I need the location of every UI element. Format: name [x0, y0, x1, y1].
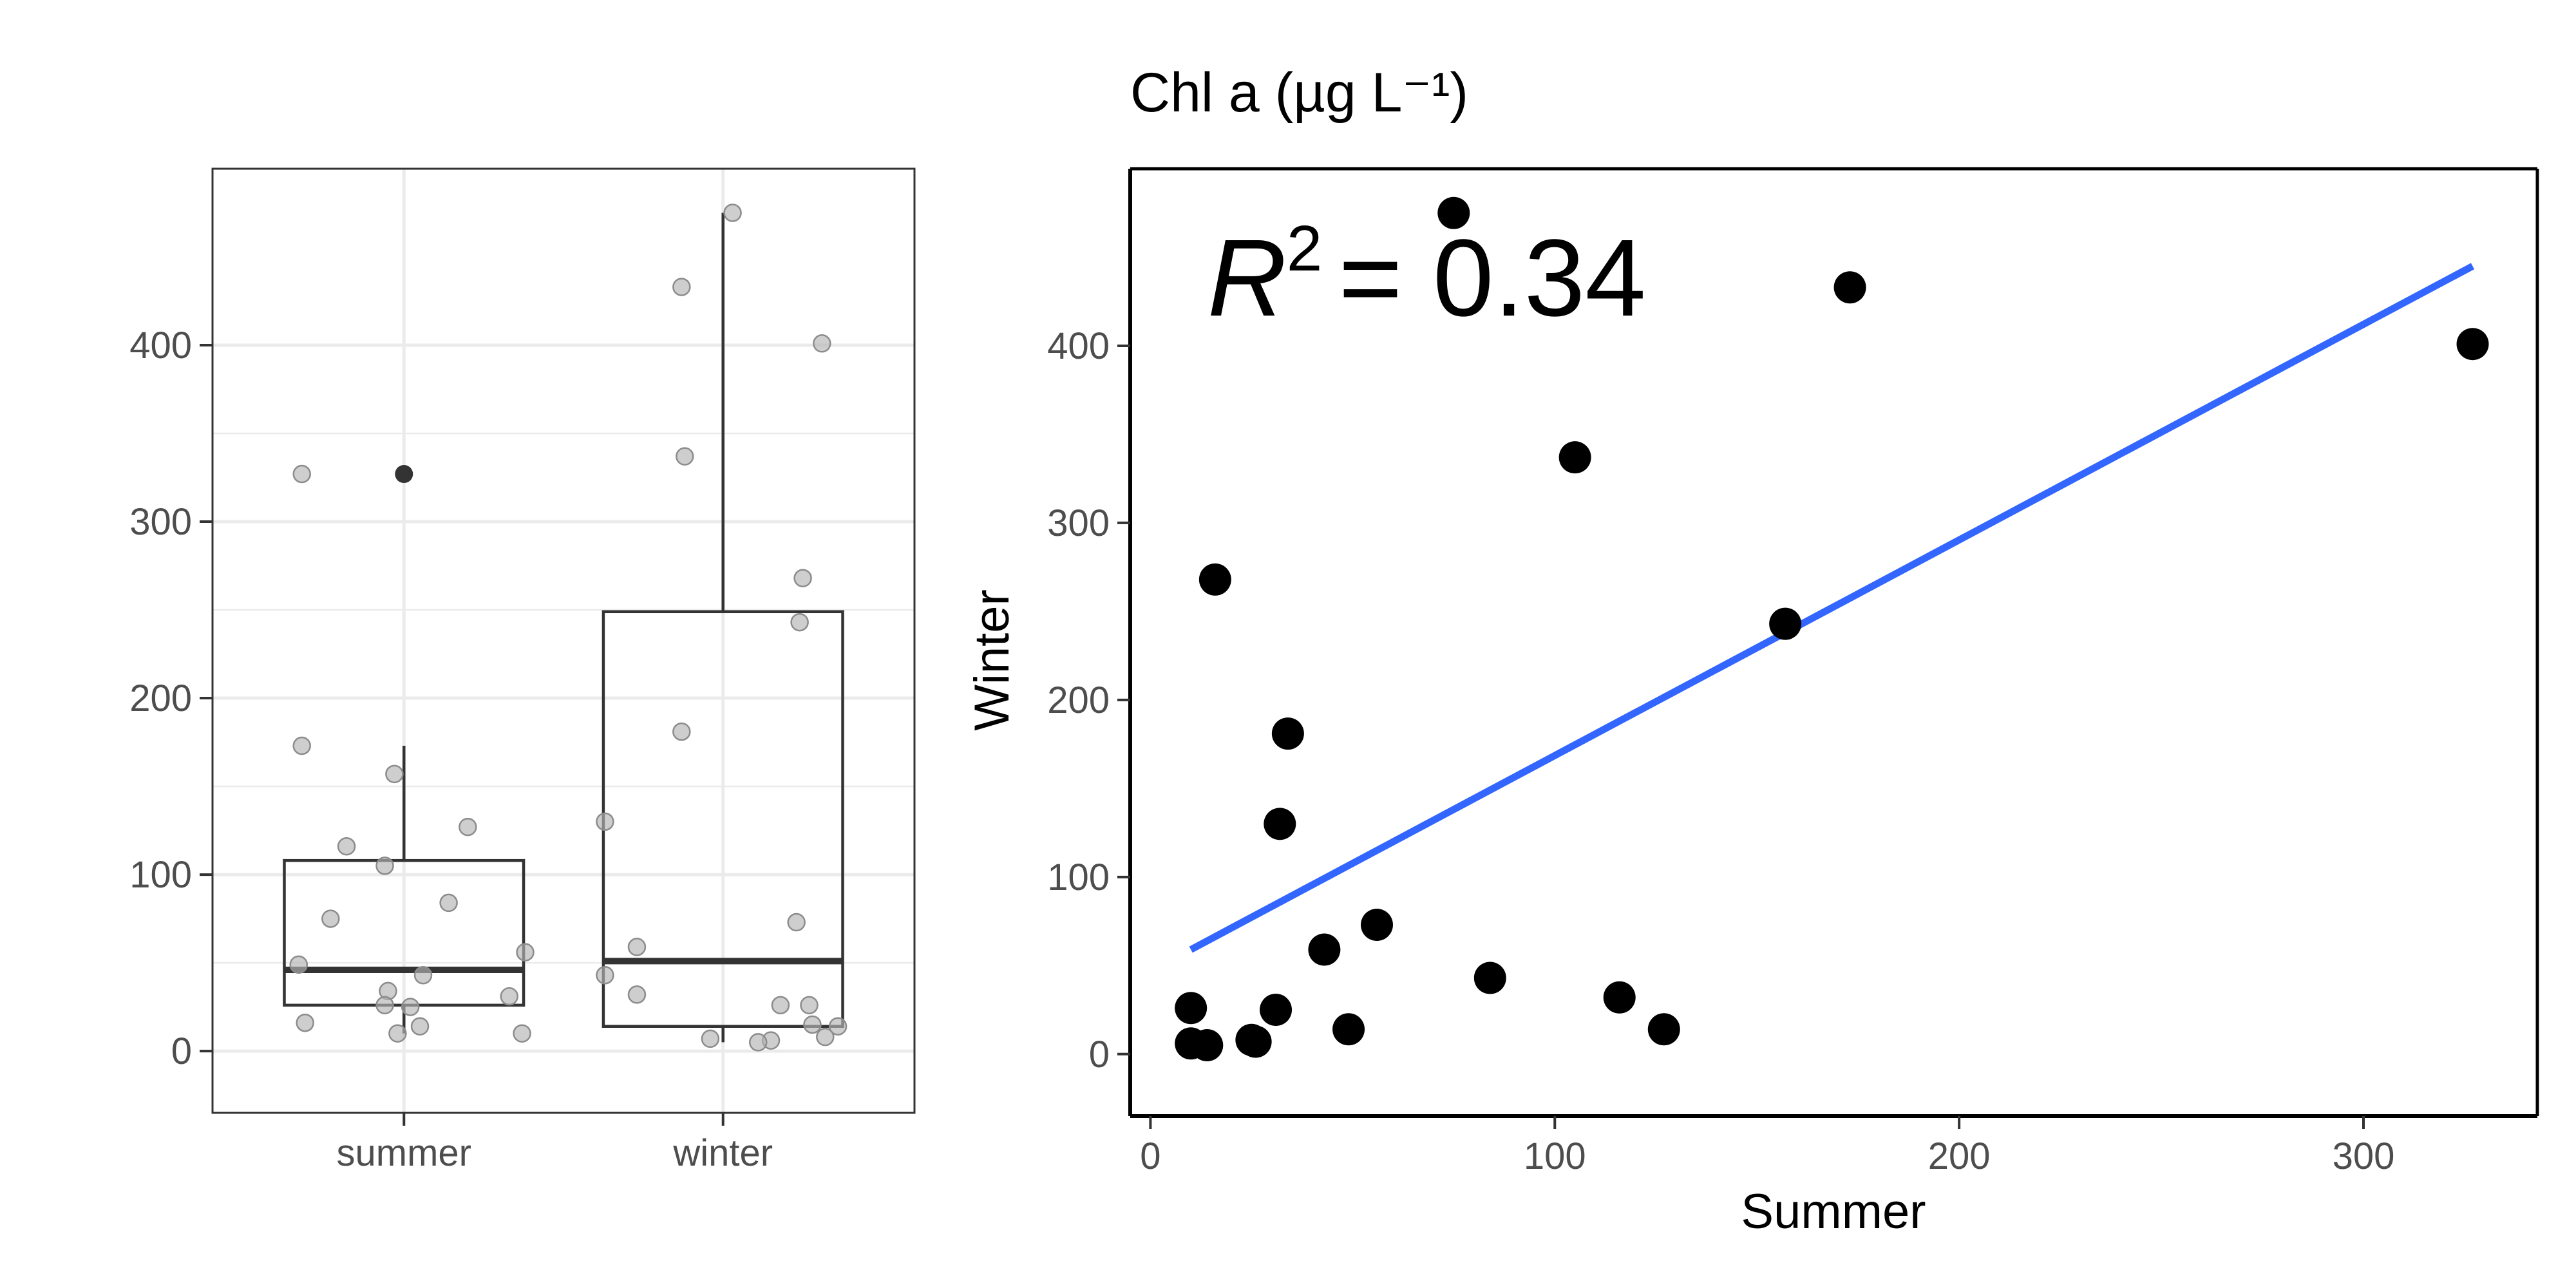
jitter-point: [513, 1024, 531, 1043]
r-squared-value: = 0.34: [1338, 217, 1645, 339]
scatter-x-axis: 0 100 200 300: [1140, 1116, 2394, 1177]
scatter-point: [1603, 981, 1636, 1014]
scatter-point: [1191, 1029, 1224, 1062]
jitter-point: [459, 817, 477, 837]
boxplot-y-tick-label: 0: [171, 1030, 192, 1072]
box-iqr-summer: [283, 858, 526, 1007]
scatter-x-tick-label: 200: [1928, 1135, 1991, 1177]
jitter-point: [375, 857, 394, 875]
jitter-point: [672, 722, 691, 741]
scatter-x-tick-label: 0: [1140, 1135, 1160, 1177]
jitter-point: [787, 913, 806, 932]
jitter-point: [828, 1017, 848, 1036]
r-squared-annotation: R2 = 0.34: [1208, 213, 1646, 339]
boxplot-y-tick-label: 300: [129, 501, 192, 543]
jitter-point: [410, 1017, 430, 1036]
scatter-y-tick-label: 0: [1089, 1034, 1110, 1075]
r-squared-symbol: R: [1208, 217, 1287, 339]
regression-line: [1189, 263, 2475, 953]
boxplot-panel-background: [213, 169, 914, 1113]
boxplot-panel: 0 100 200 300 400 summer winter: [129, 167, 916, 1174]
jitter-point: [516, 943, 535, 961]
scatter-point: [1332, 1013, 1365, 1046]
jitter-point: [723, 204, 742, 222]
jitter-point: [401, 998, 420, 1016]
jitter-point: [627, 938, 647, 956]
scatter-point: [1473, 961, 1506, 994]
scatter-title: Chl a (µg L⁻¹): [1130, 62, 1468, 124]
jitter-point: [672, 278, 691, 296]
scatter-points: [1175, 196, 2489, 1062]
scatter-x-tick-label: 300: [2333, 1135, 2395, 1177]
boxplot-x-axis: summer winter: [337, 1113, 773, 1174]
boxplot-x-tick-label: summer: [337, 1132, 471, 1174]
jitter-point: [816, 1027, 835, 1046]
scatter-y-tick-label: 300: [1047, 502, 1110, 544]
jitter-point: [627, 985, 647, 1004]
jitter-point: [337, 837, 356, 856]
jitter-point: [701, 1029, 720, 1048]
scatter-fit-line-group: [1189, 263, 2475, 953]
boxplot-y-tick-label: 400: [129, 325, 192, 366]
jitter-point: [289, 955, 308, 974]
jitter-point: [385, 764, 404, 784]
scatter-point: [1260, 994, 1293, 1027]
scatter-axes-lines: [1128, 167, 2539, 1118]
scatter-point: [1361, 909, 1394, 942]
jitter-point: [748, 1033, 768, 1052]
scatter-point: [1769, 607, 1802, 640]
jitter-point: [596, 966, 614, 985]
jitter-point: [793, 569, 812, 587]
jitter-point: [596, 812, 614, 831]
boxplot-jitter-points: [289, 204, 848, 1052]
jitter-point: [500, 987, 519, 1006]
jitter-point: [800, 996, 819, 1015]
scatter-point: [1437, 196, 1470, 229]
jitter-point: [813, 334, 831, 353]
box-outlier-point: [395, 465, 413, 484]
boxplot-y-tick-label: 200: [129, 677, 192, 719]
r-squared-exponent: 2: [1287, 213, 1323, 285]
scatter-y-tick-label: 200: [1047, 679, 1110, 721]
scatter-point: [2456, 328, 2489, 361]
boxplot-y-tick-label: 100: [129, 854, 192, 896]
jitter-point: [321, 909, 340, 928]
boxplot-panel-border: [211, 167, 916, 1114]
jitter-point: [439, 893, 458, 913]
jitter-point: [413, 966, 433, 985]
jitter-point: [375, 996, 394, 1015]
scatter-point: [1264, 808, 1296, 840]
scatter-point: [1308, 933, 1341, 966]
jitter-point: [790, 612, 809, 632]
scatter-point: [1833, 271, 1866, 304]
scatter-y-axis: 0 100 200 300 400: [1047, 325, 1130, 1075]
scatter-point: [1647, 1013, 1680, 1046]
scatter-point: [1239, 1025, 1272, 1058]
jitter-point: [676, 447, 694, 466]
scatter-x-axis-label: Summer: [1741, 1184, 1926, 1239]
scatter-point: [1175, 992, 1208, 1025]
scatter-y-tick-label: 100: [1047, 857, 1110, 898]
boxplot-x-tick-label: winter: [672, 1132, 773, 1174]
jitter-point: [292, 464, 311, 484]
jitter-point: [388, 1024, 407, 1043]
scatter-x-tick-label: 100: [1524, 1135, 1586, 1177]
scatter-y-axis-label: Winter: [965, 589, 1019, 731]
jitter-point: [296, 1014, 314, 1032]
scatter-point: [1271, 717, 1304, 750]
scatter-y-tick-label: 400: [1047, 325, 1110, 367]
scatter-point: [1558, 441, 1591, 474]
jitter-point: [292, 736, 311, 755]
jitter-point: [803, 1015, 822, 1034]
scatter-point: [1198, 563, 1231, 596]
boxplot-y-axis: 0 100 200 300 400: [129, 325, 213, 1072]
boxplot-grid: [213, 169, 914, 1113]
jitter-point: [771, 996, 790, 1015]
